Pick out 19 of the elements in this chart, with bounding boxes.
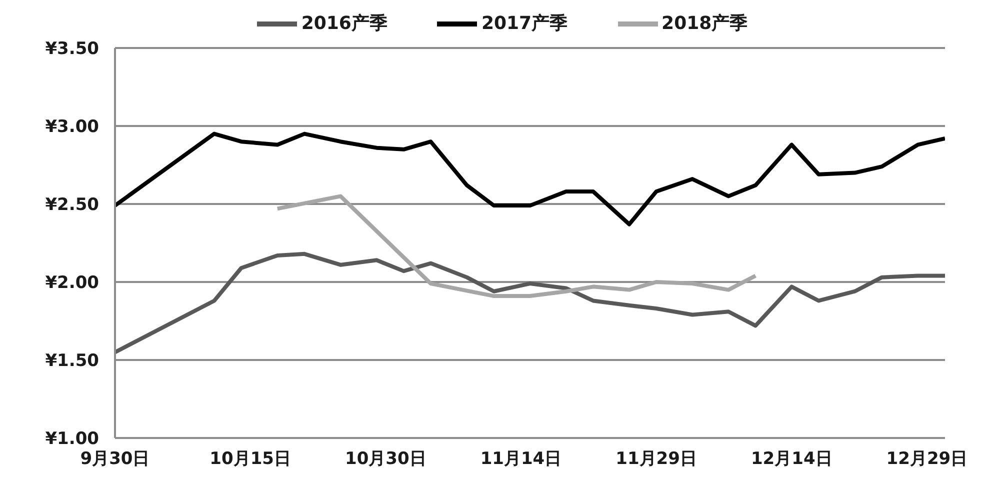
y-tick-label: ¥1.00 (45, 429, 100, 450)
x-tick-label: 10月30日 (344, 449, 426, 470)
legend-label: 2018产季 (662, 12, 748, 34)
x-tick-label: 11月29日 (616, 449, 697, 470)
line-series (115, 132, 945, 226)
x-tick-label: 10月15日 (210, 449, 291, 470)
x-tick-label: 9月30日 (80, 449, 150, 470)
x-tick-label: 11月14日 (480, 449, 562, 470)
line-series (275, 194, 758, 298)
legend-label: 2017产季 (481, 12, 568, 34)
y-tick-label: ¥2.00 (45, 273, 100, 294)
y-tick-label: ¥2.50 (45, 195, 100, 216)
x-tick-label: 12月29日 (886, 449, 968, 470)
y-tick-label: ¥3.00 (45, 117, 100, 138)
y-tick-label: ¥1.50 (45, 351, 100, 372)
x-tick-label: 12月14日 (750, 449, 832, 470)
y-tick-label: ¥3.50 (45, 39, 100, 60)
line-series (115, 252, 945, 354)
legend-label: 2016产季 (301, 12, 388, 34)
